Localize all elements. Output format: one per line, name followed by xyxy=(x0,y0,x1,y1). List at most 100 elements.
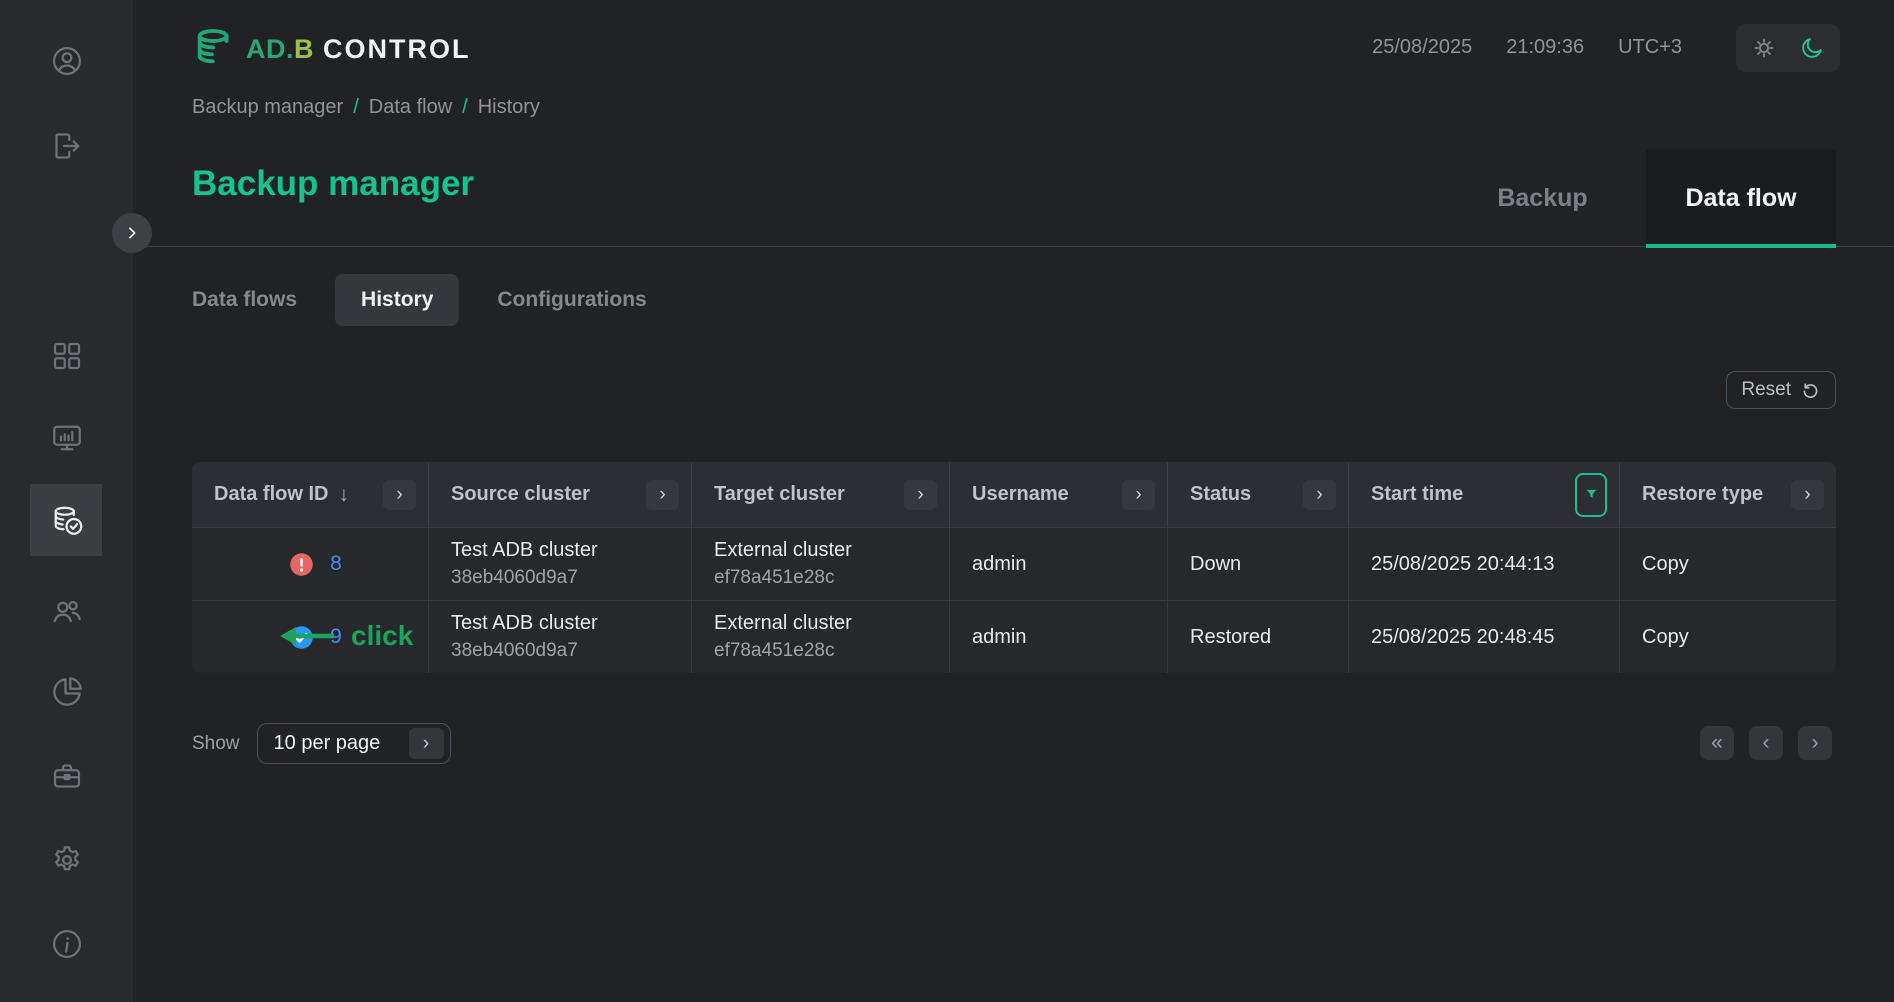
show-label: Show xyxy=(192,732,240,754)
reset-button[interactable]: Reset xyxy=(1726,371,1836,409)
header-date: 25/08/2025 xyxy=(1372,36,1473,58)
page-title: Backup manager xyxy=(192,164,475,203)
moon-icon xyxy=(1799,35,1825,61)
sidebar xyxy=(0,0,152,1002)
tab-bar: Backup Data flow xyxy=(133,150,1894,248)
logo-brand-green: AD. xyxy=(246,33,294,64)
header-datetime: 25/08/2025 21:09:36 UTC+3 xyxy=(1372,36,1682,59)
column-label: Target cluster xyxy=(714,483,845,505)
app-logo: AD. B CONTROL xyxy=(192,26,470,72)
cell-target-cluster: External cluster ef78a451e28c xyxy=(692,528,950,600)
column-header-target-cluster: Target cluster › xyxy=(692,462,950,527)
column-header-source-cluster: Source cluster › xyxy=(429,462,692,527)
column-menu-button[interactable]: › xyxy=(646,479,679,510)
breadcrumb: Backup manager / Data flow / History xyxy=(192,96,540,119)
database-restore-icon xyxy=(49,503,85,539)
column-label: Status xyxy=(1190,483,1252,505)
breadcrumb-history[interactable]: History xyxy=(477,96,540,118)
cell-source-cluster: Test ADB cluster 38eb4060d9a7 xyxy=(429,601,692,673)
breadcrumb-backup-manager[interactable]: Backup manager xyxy=(192,96,344,118)
start-time-value: 25/08/2025 20:48:45 xyxy=(1371,625,1555,648)
column-header-username: Username › xyxy=(950,462,1168,527)
light-theme-button[interactable] xyxy=(1744,28,1784,68)
column-menu-button[interactable]: › xyxy=(1122,479,1155,510)
status-value: Restored xyxy=(1190,625,1272,648)
annotation-label: click xyxy=(351,620,414,651)
chevron-right-icon xyxy=(124,225,140,241)
breadcrumb-data-flow[interactable]: Data flow xyxy=(368,96,453,118)
cluster-id: ef78a451e28c xyxy=(714,567,835,588)
cell-start-time: 25/08/2025 20:44:13 xyxy=(1349,528,1620,600)
rotate-ccw-icon xyxy=(1800,380,1821,401)
column-menu-button[interactable]: › xyxy=(1791,479,1824,510)
column-menu-button[interactable]: › xyxy=(904,479,937,510)
grid-icon xyxy=(49,338,85,374)
sidebar-item-info[interactable] xyxy=(48,925,85,962)
sidebar-item-profile[interactable] xyxy=(48,42,85,79)
cell-start-time: 25/08/2025 20:48:45 xyxy=(1349,601,1620,673)
cell-target-cluster: External cluster ef78a451e28c xyxy=(692,601,950,673)
column-menu-button[interactable]: › xyxy=(383,479,416,510)
breadcrumb-separator: / xyxy=(462,96,468,118)
sidebar-item-reports[interactable] xyxy=(48,673,85,710)
filter-button-active[interactable] xyxy=(1575,472,1607,517)
tab-backup[interactable]: Backup xyxy=(1497,184,1588,212)
pie-chart-icon xyxy=(49,674,85,710)
cell-status: Down xyxy=(1168,528,1349,600)
first-page-button[interactable]: « xyxy=(1700,726,1734,760)
subtab-data-flows[interactable]: Data flows xyxy=(192,288,298,311)
column-label: Start time xyxy=(1371,483,1464,505)
left-arrow-icon xyxy=(278,625,336,647)
next-page-button[interactable]: › xyxy=(1798,726,1832,760)
sort-desc-icon[interactable]: ↓ xyxy=(338,482,349,506)
cluster-id: 38eb4060d9a7 xyxy=(451,567,578,588)
column-menu-button[interactable]: › xyxy=(1303,479,1336,510)
column-label: Source cluster xyxy=(451,483,590,505)
restore-type-value: Copy xyxy=(1642,552,1689,575)
sidebar-item-jobs[interactable] xyxy=(48,757,85,794)
table-row[interactable]: 8 Test ADB cluster 38eb4060d9a7 External… xyxy=(192,527,1836,600)
cell-restore-type: Copy xyxy=(1620,528,1836,600)
cell-restore-type: Copy xyxy=(1620,601,1836,673)
sub-tab-bar: Data flows History Configurations xyxy=(192,274,647,326)
sidebar-item-users[interactable] xyxy=(48,592,85,629)
cell-username: admin xyxy=(950,528,1168,600)
subtab-configurations[interactable]: Configurations xyxy=(497,288,647,311)
status-value: Down xyxy=(1190,552,1242,575)
restore-type-value: Copy xyxy=(1642,625,1689,648)
sidebar-expand-button[interactable] xyxy=(112,213,152,253)
table-header-row: Data flow ID ↓ › Source cluster › Target… xyxy=(192,462,1836,527)
logout-icon xyxy=(49,128,85,164)
cluster-id: 38eb4060d9a7 xyxy=(451,640,578,661)
dark-theme-button[interactable] xyxy=(1792,28,1832,68)
sidebar-item-settings[interactable] xyxy=(48,841,85,878)
cluster-name: External cluster xyxy=(714,612,852,634)
table-row[interactable]: 9 Test ADB cluster 38eb4060d9a7 External… xyxy=(192,600,1836,673)
cell-data-flow-id[interactable]: 8 xyxy=(192,528,429,600)
pagination-controls: « ‹ › xyxy=(1700,726,1832,760)
monitor-chart-icon xyxy=(49,420,85,456)
prev-page-button[interactable]: ‹ xyxy=(1749,726,1783,760)
briefcase-icon xyxy=(49,758,85,794)
column-label: Restore type xyxy=(1642,483,1764,505)
logo-brand-white: CONTROL xyxy=(323,33,471,64)
column-label: Username xyxy=(972,483,1069,505)
sun-icon xyxy=(1751,35,1777,61)
info-icon xyxy=(49,926,85,962)
database-logo-icon xyxy=(192,26,238,72)
username-value: admin xyxy=(972,625,1027,648)
sidebar-item-backup-manager[interactable] xyxy=(48,502,85,539)
sidebar-item-dashboard[interactable] xyxy=(48,337,85,374)
click-annotation: click xyxy=(278,620,413,652)
subtab-history[interactable]: History xyxy=(335,274,460,326)
sidebar-active-highlight xyxy=(30,484,102,556)
error-status-icon xyxy=(288,551,315,578)
sidebar-item-monitoring[interactable] xyxy=(48,419,85,456)
tab-data-flow[interactable]: Data flow xyxy=(1646,150,1836,248)
data-flow-id-link[interactable]: 8 xyxy=(330,552,342,575)
per-page-select[interactable]: 10 per page › xyxy=(256,723,451,764)
data-flow-id-link[interactable]: 9 xyxy=(330,625,342,648)
funnel-icon xyxy=(1584,487,1599,502)
sidebar-item-logout[interactable] xyxy=(48,127,85,164)
column-header-status: Status › xyxy=(1168,462,1349,527)
